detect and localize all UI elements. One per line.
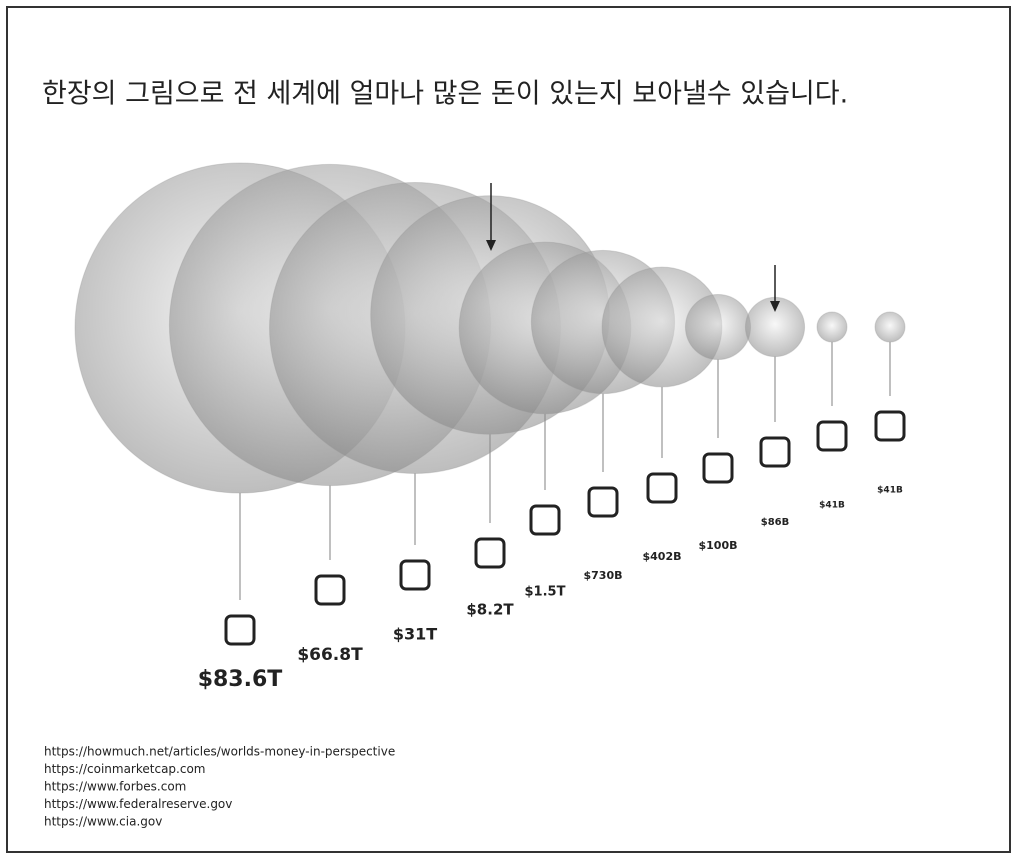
icon: [399, 559, 431, 591]
bubble: [816, 311, 848, 343]
icon: [529, 504, 561, 536]
icon: [314, 574, 346, 606]
source-link: https://howmuch.net/articles/worlds-mone…: [44, 745, 395, 759]
icon: [587, 486, 619, 518]
sources: https://howmuch.net/articles/worlds-mone…: [44, 745, 395, 829]
plot: $83.6T $66.8T $31T $8.2T $1.5T $730B $402B $100…: [74, 162, 906, 692]
source-link: https://coinmarketcap.com: [44, 762, 206, 776]
value-label: $402B: [643, 550, 682, 563]
bubbles: [74, 162, 906, 494]
title: 한장의 그림으로 전 세계에 얼마나 많은 돈이 있는지 보아낼수 있습니다.: [42, 79, 848, 110]
value-label: $1.5T: [525, 585, 566, 600]
arrows: [486, 183, 780, 312]
value-label: $31T: [393, 625, 437, 644]
bubble: [874, 311, 906, 343]
icon: [474, 537, 506, 569]
icon: [759, 436, 791, 468]
value-label: $730B: [584, 569, 623, 582]
icon: [874, 410, 906, 442]
icon: [702, 452, 734, 484]
value-label: $83.6T: [198, 667, 283, 692]
source-link: https://www.forbes.com: [44, 780, 186, 794]
icon: [224, 614, 256, 646]
value-label: $86B: [761, 517, 790, 528]
value-label: $41B: [819, 501, 845, 511]
icon: [816, 420, 848, 452]
icon: [646, 472, 678, 504]
source-link: https://www.federalreserve.gov: [44, 797, 232, 811]
value-label: $66.8T: [297, 645, 363, 665]
bubble: [684, 293, 752, 361]
value-label: $41B: [877, 486, 903, 496]
value-label: $100B: [699, 539, 738, 552]
stems: [239, 342, 891, 600]
value-label: $8.2T: [466, 601, 514, 619]
source-link: https://www.cia.gov: [44, 815, 162, 829]
